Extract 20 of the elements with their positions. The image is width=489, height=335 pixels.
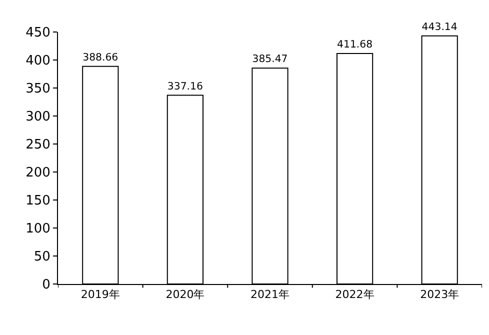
x-tick-label: 2021年 [250, 288, 290, 302]
data-label: 411.68 [337, 40, 373, 51]
data-label: 337.16 [167, 81, 203, 92]
x-tick-label: 2019年 [80, 288, 120, 302]
y-tick-label: 150 [26, 194, 50, 209]
x-tick-label: 2020年 [166, 288, 205, 302]
data-label: 443.14 [422, 22, 458, 33]
y-tick-label: 300 [26, 110, 50, 125]
y-tick-label: 400 [26, 54, 50, 69]
data-label: 385.47 [252, 54, 288, 66]
y-tick-label: 100 [26, 222, 50, 237]
y-tick-label: 350 [26, 82, 50, 97]
y-tick-label: 450 [26, 26, 50, 41]
y-tick-label: 0 [42, 278, 50, 293]
data-label: 388.66 [82, 52, 118, 64]
x-tick-label: 2023年 [420, 288, 460, 302]
y-tick-label: 200 [26, 166, 50, 181]
x-tick-label: 2022年 [335, 288, 374, 302]
y-tick-label: 250 [26, 138, 50, 153]
y-tick-label: 50 [34, 250, 50, 265]
